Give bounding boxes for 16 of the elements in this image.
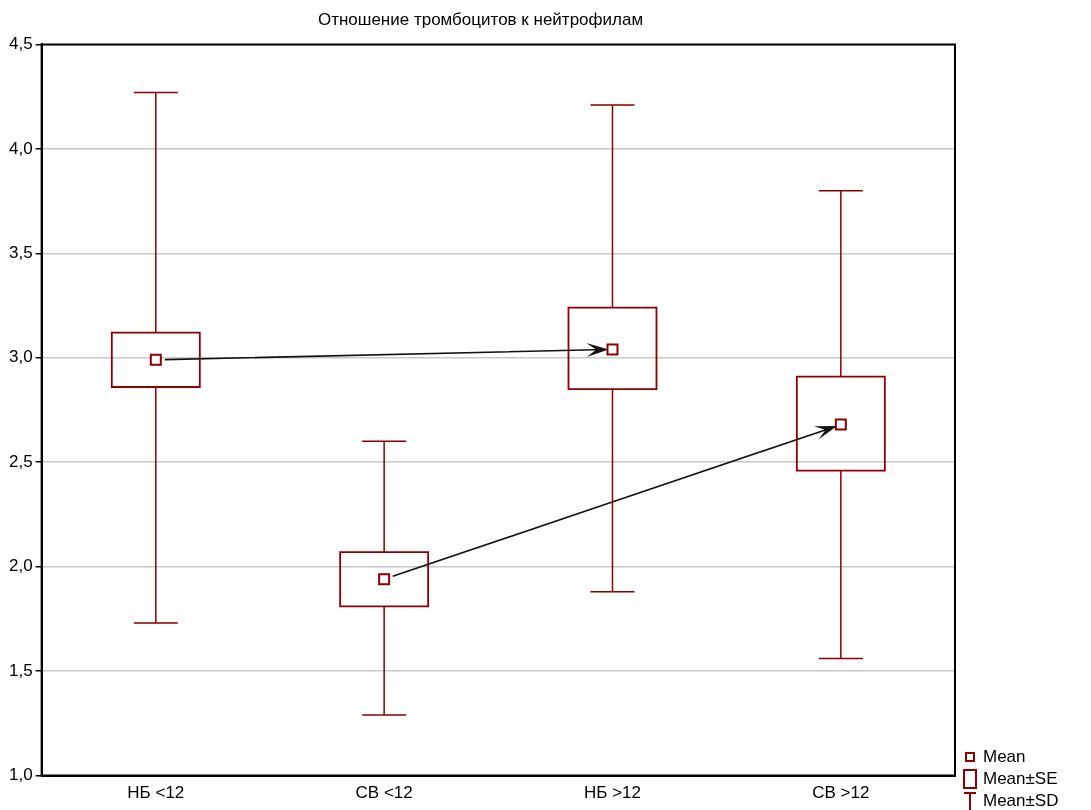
chart-title: Отношение тромбоцитов к нейтрофилам xyxy=(317,9,644,29)
y-tick-label: 3,0 xyxy=(8,347,33,367)
y-tick-label: 2,0 xyxy=(8,556,33,576)
y-tick-label: 4,5 xyxy=(8,34,33,54)
y-tick-label: 1,5 xyxy=(8,660,33,680)
text: Mean±SD xyxy=(983,789,1059,810)
x-tick-label: СВ <12 xyxy=(355,783,413,803)
y-tick-label: 1,0 xyxy=(8,765,33,785)
x-tick-label: СВ >12 xyxy=(812,783,870,803)
y-tick-label: 3,5 xyxy=(8,243,33,262)
y-tick-label: 4,0 xyxy=(8,138,33,158)
y-tick-label: 2,5 xyxy=(8,451,33,471)
text: Mean xyxy=(983,745,1026,768)
x-tick-label: НБ <12 xyxy=(127,783,185,803)
x-tick-label: НБ >12 xyxy=(583,783,641,803)
text: Mean±SE xyxy=(983,767,1058,790)
